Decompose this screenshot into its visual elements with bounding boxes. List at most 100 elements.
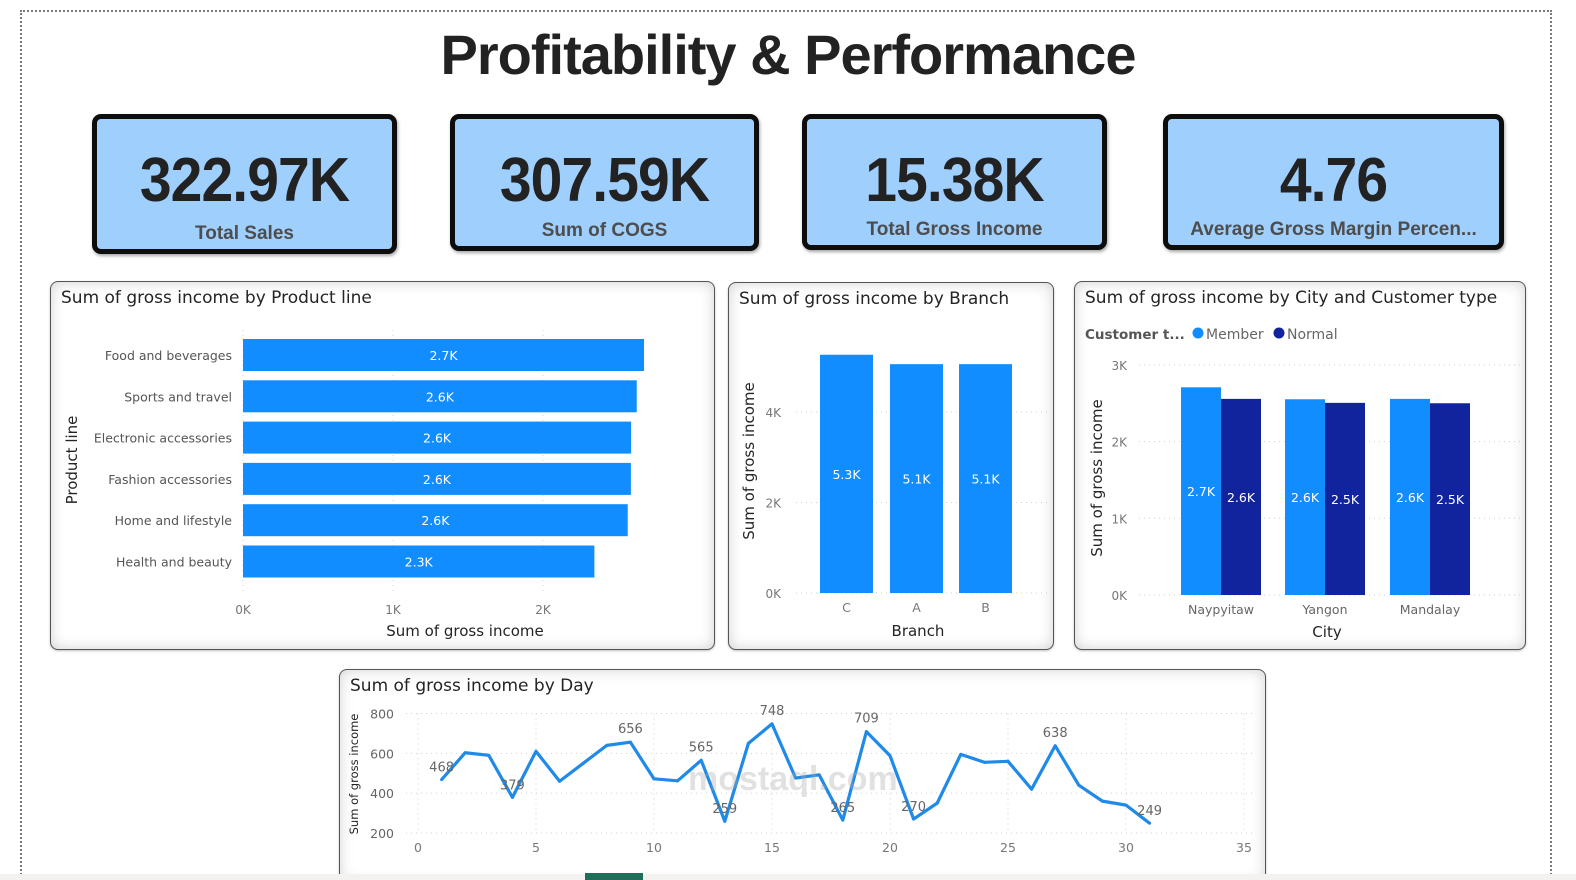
chart-card-product-line[interactable]: Sum of gross income by Product line 0K 1K…: [50, 281, 715, 650]
x-tick-label: 2K: [535, 603, 552, 617]
data-label: 259: [712, 802, 737, 817]
x-tick-label: 15: [764, 840, 780, 855]
bar: [1430, 403, 1470, 595]
x-tick-label: C: [842, 600, 851, 615]
bar: [243, 545, 595, 578]
kpi-card-total-sales[interactable]: 322.97K Total Sales: [92, 114, 397, 254]
y-tick-label: 3K: [1111, 359, 1128, 373]
y-axis-title: Product line: [63, 416, 81, 505]
category-label: Sports and travel: [124, 389, 232, 404]
legend-marker: [1192, 327, 1204, 339]
chart-card-city-customer[interactable]: Sum of gross income by City and Customer…: [1074, 281, 1526, 650]
data-label: 2.7K: [1187, 484, 1216, 499]
y-tick-label: 200: [370, 826, 394, 841]
y-tick-label: 800: [370, 707, 394, 722]
category-label: Health and beauty: [116, 555, 233, 570]
data-label: 2.6K: [1227, 490, 1256, 505]
kpi-label: Sum of COGS: [541, 220, 668, 241]
data-label: 2.6K: [421, 513, 450, 528]
category-label: Home and lifestyle: [115, 513, 233, 528]
x-tick-label: Naypyitaw: [1188, 602, 1254, 617]
category-label: Electronic accessories: [94, 431, 232, 446]
data-point: [864, 730, 868, 734]
bar: [243, 380, 637, 413]
x-tick-label: A: [912, 600, 921, 615]
data-label: 748: [760, 704, 785, 719]
kpi-value: 4.76: [1279, 146, 1388, 215]
legend-item: Member: [1206, 327, 1264, 343]
x-axis-title: City: [1312, 623, 1342, 641]
bar: [959, 364, 1012, 593]
data-point: [746, 741, 750, 745]
page-tab-bar: [0, 874, 1576, 880]
data-point: [817, 773, 821, 777]
data-point: [1030, 787, 1034, 791]
watermark: mostaql.com: [688, 760, 898, 798]
data-point: [581, 761, 585, 765]
y-axis-title: Sum of gross income: [347, 714, 361, 835]
kpi-value: 322.97K: [139, 146, 350, 215]
active-page-tab[interactable]: [585, 873, 643, 880]
data-point: [794, 776, 798, 780]
data-point: [935, 801, 939, 805]
data-point: [982, 760, 986, 764]
y-tick-label: 2K: [1111, 436, 1128, 450]
chart-card-branch[interactable]: Sum of gross income by Branch 0K 2K 4K 5.3K…: [728, 282, 1054, 650]
data-label: 249: [1137, 804, 1162, 819]
data-point: [1077, 783, 1081, 787]
chart-title: Sum of gross income by City and Customer…: [1085, 288, 1498, 308]
data-point: [912, 817, 916, 821]
kpi-label: Total Gross Income: [866, 219, 1043, 240]
x-axis-title: Branch: [892, 622, 945, 640]
y-tick-label: 400: [370, 786, 394, 801]
data-label: 5.1K: [902, 472, 931, 487]
bar: [243, 339, 645, 371]
legend-title: Customer t...: [1085, 327, 1185, 343]
x-axis-title: Sum of gross income: [386, 622, 544, 640]
report-canvas: [20, 10, 1552, 880]
chart-card-day[interactable]: Sum of gross income by Day 200 400 600 800 0…: [339, 669, 1266, 880]
data-label: 2.7K: [429, 348, 458, 363]
legend-item: Normal: [1287, 327, 1338, 343]
page-title: Profitability & Performance: [440, 23, 1137, 86]
kpi-value: 307.59K: [499, 146, 710, 215]
data-label: 2.6K: [423, 431, 452, 446]
y-axis-title: Sum of gross income: [1088, 399, 1106, 557]
data-label: 5.1K: [971, 472, 1000, 487]
data-point: [959, 752, 963, 756]
data-point: [1100, 799, 1104, 803]
kpi-label: Total Sales: [195, 223, 294, 244]
bar: [1325, 402, 1365, 595]
chart-title: Sum of gross income by Day: [350, 676, 594, 696]
kpi-card-sum-cogs[interactable]: 307.59K Sum of COGS: [450, 114, 759, 251]
data-point: [487, 753, 491, 757]
bar: [820, 354, 873, 593]
x-tick-label: 1K: [385, 603, 402, 617]
x-tick-label: 20: [882, 840, 898, 855]
kpi-card-total-gross-income[interactable]: 15.38K Total Gross Income: [802, 114, 1107, 250]
kpi-value: 15.38K: [865, 146, 1044, 215]
x-tick-label: 30: [1118, 840, 1134, 855]
kpi-label: Average Gross Margin Percen...: [1190, 219, 1477, 240]
branch-bar-chart: 0K 2K 4K 5.3K C 5.1K A 5.1K B Branch Sum of gross …: [740, 354, 1047, 640]
y-axis-title: Sum of gross income: [740, 382, 758, 540]
data-point: [463, 751, 467, 755]
data-label: 656: [618, 722, 643, 737]
x-tick-label: Mandalay: [1400, 602, 1461, 617]
x-tick-label: 10: [646, 840, 662, 855]
data-point: [1148, 821, 1152, 825]
data-point: [1124, 803, 1128, 807]
data-label: 565: [689, 740, 714, 755]
data-label: 5.3K: [832, 467, 861, 482]
kpi-card-avg-gross-margin[interactable]: 4.76 Average Gross Margin Percen...: [1163, 114, 1504, 250]
data-label: 638: [1043, 726, 1068, 741]
data-point: [1053, 744, 1057, 748]
data-point: [440, 778, 444, 782]
data-point: [770, 722, 774, 726]
data-label: 379: [500, 778, 525, 793]
city-customer-bar-chart: Customer t... Member Normal 0K 1K 2K 3K 2.7K 2.6…: [1085, 327, 1523, 641]
bar: [243, 421, 632, 454]
data-label: 2.6K: [426, 389, 455, 404]
x-tick-label: 25: [1000, 840, 1016, 855]
data-label: 709: [854, 712, 879, 727]
